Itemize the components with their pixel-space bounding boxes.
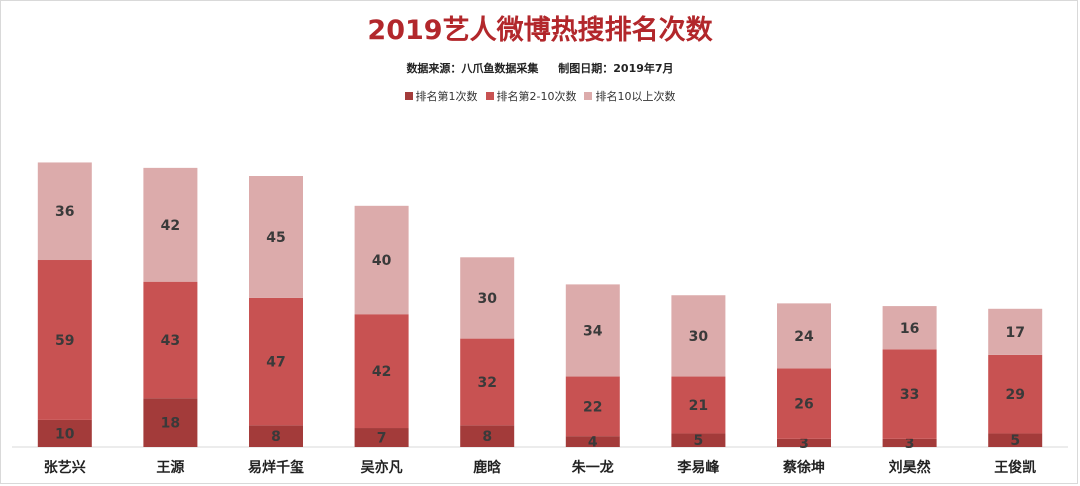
data-label-rank10plus-0: 36 bbox=[55, 204, 74, 220]
data-label-rank2-10-1: 43 bbox=[161, 333, 180, 349]
data-label-rank1-3: 7 bbox=[377, 431, 387, 447]
data-label-rank10plus-3: 40 bbox=[372, 253, 392, 269]
bar-rank1-4 bbox=[460, 425, 515, 447]
bar-rank1-2 bbox=[249, 425, 303, 447]
bar-rank10plus-1 bbox=[143, 167, 198, 282]
category-label-6: 李易峰 bbox=[676, 459, 720, 476]
bar-rank2-10-4 bbox=[460, 338, 515, 426]
bar-rank2-10-9 bbox=[988, 354, 1043, 434]
data-label-rank2-10-3: 42 bbox=[372, 364, 391, 380]
category-label-4: 鹿晗 bbox=[472, 459, 501, 476]
legend-swatch-rank1 bbox=[404, 92, 413, 100]
data-label-rank2-10-2: 47 bbox=[266, 355, 285, 371]
data-label-rank2-10-6: 21 bbox=[689, 398, 708, 414]
data-label-rank10plus-2: 45 bbox=[266, 230, 285, 246]
data-label-rank1-6: 5 bbox=[694, 433, 704, 449]
data-label-rank1-1: 18 bbox=[161, 416, 180, 432]
data-label-rank1-8: 3 bbox=[905, 436, 915, 452]
legend-item-rank1: 排名第1次数 bbox=[404, 88, 478, 104]
data-label-rank10plus-8: 16 bbox=[900, 321, 919, 337]
chart-subtitle: 数据来源：八爪鱼数据采集 制图日期：2019年7月 bbox=[0, 60, 1080, 76]
bar-rank2-10-2 bbox=[249, 297, 303, 426]
data-label-rank10plus-1: 42 bbox=[161, 218, 180, 234]
chart-date: 制图日期：2019年7月 bbox=[558, 62, 674, 75]
bar-rank10plus-6 bbox=[671, 295, 726, 377]
bar-rank2-10-1 bbox=[143, 281, 198, 399]
chart-title: 2019艺人微博热搜排名次数 bbox=[367, 15, 713, 46]
data-source: 数据来源：八爪鱼数据采集 bbox=[406, 62, 539, 75]
legend-label-rank2-10: 排名第2-10次数 bbox=[496, 90, 577, 103]
bar-rank10plus-5 bbox=[565, 284, 620, 377]
bar-rank1-7 bbox=[777, 438, 831, 447]
bar-rank1-8 bbox=[882, 438, 937, 447]
data-label-rank1-0: 10 bbox=[55, 426, 75, 442]
legend-item-rank10plus: 排名10以上次数 bbox=[584, 88, 675, 104]
data-label-rank1-2: 8 bbox=[271, 429, 281, 445]
bar-rank2-10-6 bbox=[671, 376, 726, 434]
data-label-rank2-10-9: 29 bbox=[1005, 387, 1024, 403]
bar-rank1-9 bbox=[988, 433, 1043, 447]
bar-rank1-0 bbox=[37, 419, 92, 447]
bar-rank10plus-8 bbox=[882, 306, 937, 350]
category-label-8: 刘昊然 bbox=[889, 459, 931, 476]
bar-rank1-3 bbox=[354, 428, 409, 447]
bar-rank10plus-2 bbox=[249, 176, 303, 298]
bar-rank2-10-0 bbox=[37, 260, 92, 420]
data-label-rank10plus-5: 34 bbox=[583, 323, 603, 339]
category-label-5: 朱一龙 bbox=[572, 459, 614, 476]
category-label-3: 吴亦凡 bbox=[361, 459, 403, 476]
category-label-7: 蔡徐坤 bbox=[782, 459, 825, 476]
bar-rank10plus-4 bbox=[460, 257, 515, 339]
bar-rank1-5 bbox=[565, 436, 620, 447]
legend-label-rank1: 排名第1次数 bbox=[415, 90, 478, 103]
data-label-rank10plus-4: 30 bbox=[477, 291, 497, 307]
bar-rank10plus-7 bbox=[777, 303, 831, 369]
data-label-rank2-10-8: 33 bbox=[900, 387, 919, 403]
legend-label-rank10plus: 排名10以上次数 bbox=[595, 90, 676, 103]
data-label-rank2-10-4: 32 bbox=[477, 375, 496, 391]
bar-rank2-10-8 bbox=[882, 349, 937, 439]
category-label-9: 王俊凯 bbox=[994, 459, 1036, 476]
bar-rank2-10-5 bbox=[565, 376, 620, 437]
bar-rank10plus-3 bbox=[354, 205, 409, 315]
data-label-rank1-4: 8 bbox=[482, 429, 492, 445]
bar-rank10plus-9 bbox=[988, 308, 1043, 355]
data-label-rank10plus-9: 17 bbox=[1005, 325, 1024, 341]
data-label-rank2-10-0: 59 bbox=[55, 333, 74, 349]
legend-swatch-rank10plus bbox=[584, 92, 593, 100]
bar-rank2-10-7 bbox=[777, 368, 831, 439]
legend-swatch-rank2-10 bbox=[485, 92, 494, 100]
data-label-rank1-9: 5 bbox=[1010, 433, 1020, 449]
data-label-rank10plus-6: 30 bbox=[689, 329, 709, 345]
data-label-rank2-10-5: 22 bbox=[583, 399, 602, 415]
data-label-rank10plus-7: 24 bbox=[794, 329, 814, 345]
bar-rank10plus-0 bbox=[37, 162, 92, 261]
category-label-2: 易烊千玺 bbox=[248, 459, 304, 476]
category-label-1: 王源 bbox=[156, 459, 184, 476]
bar-rank1-1 bbox=[143, 398, 198, 447]
data-label-rank1-5: 4 bbox=[588, 435, 598, 451]
category-label-0: 张艺兴 bbox=[44, 459, 86, 476]
legend-item-rank2-10: 排名第2-10次数 bbox=[485, 88, 577, 104]
data-label-rank1-7: 3 bbox=[799, 436, 809, 452]
data-label-rank2-10-7: 26 bbox=[794, 397, 813, 413]
bar-rank2-10-3 bbox=[354, 314, 409, 429]
legend: 排名第1次数 排名第2-10次数 排名10以上次数 bbox=[0, 88, 1080, 104]
bar-rank1-6 bbox=[671, 433, 726, 447]
